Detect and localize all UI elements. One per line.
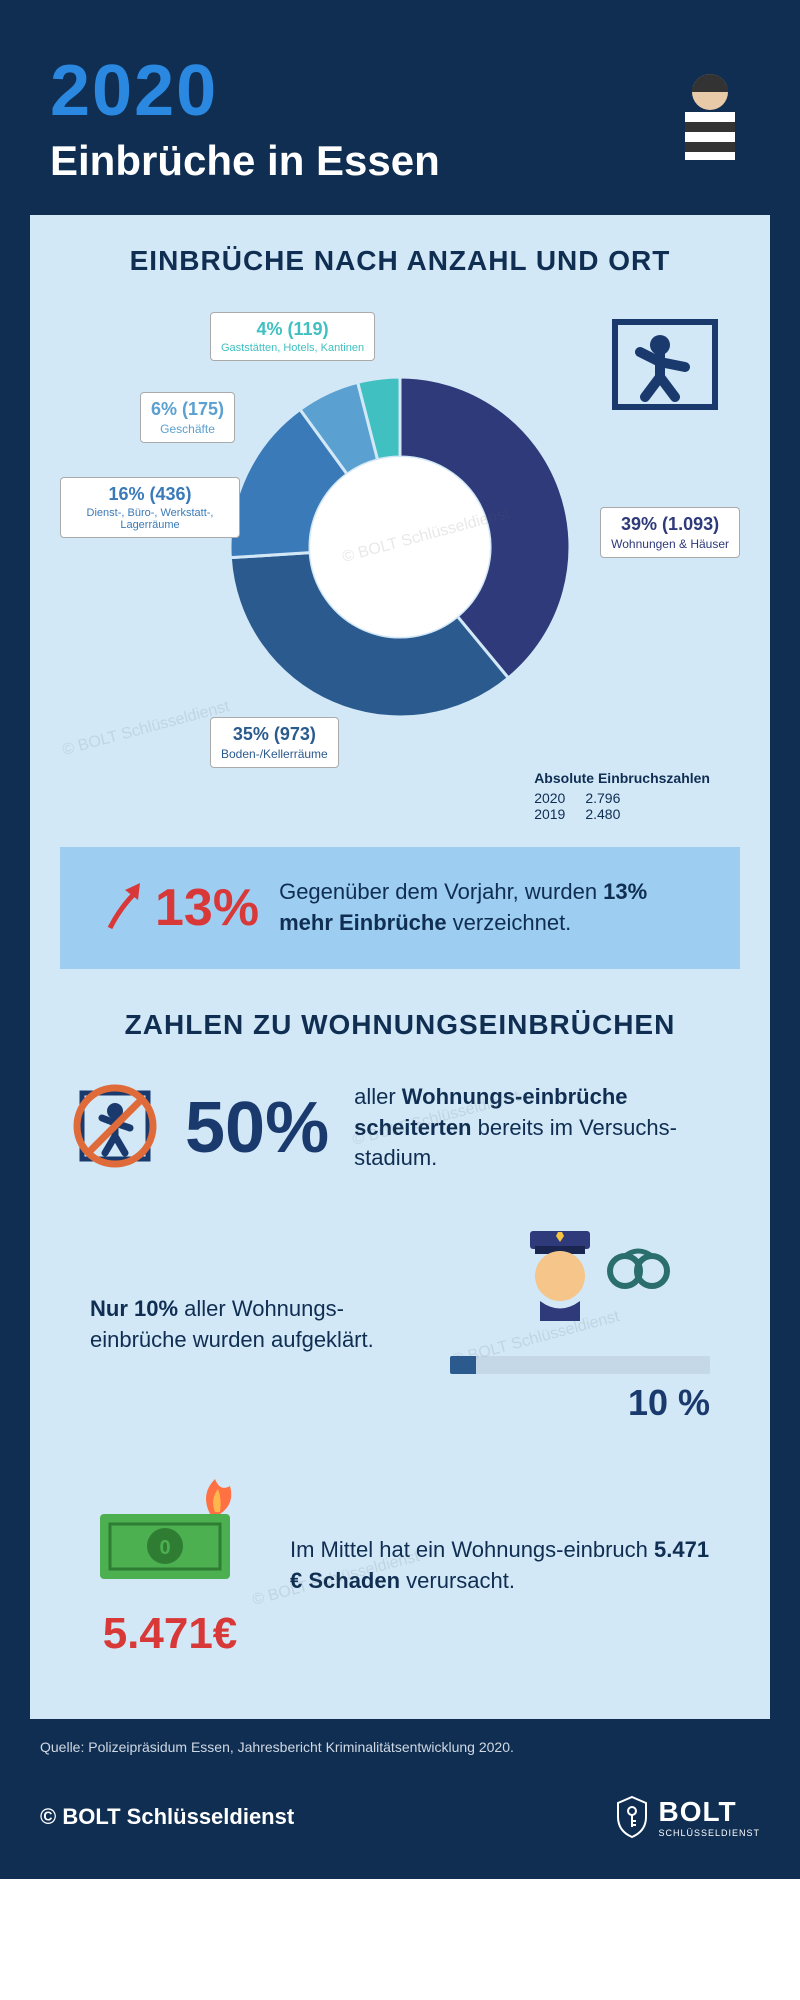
progress-fill <box>450 1356 476 1374</box>
infographic-page: 2020 Einbrüche in Essen EINBRÜCHE NACH A… <box>0 0 800 1879</box>
section2-title: ZAHLEN ZU WOHNUNGSEINBRÜCHEN <box>60 1009 740 1041</box>
svg-text:0: 0 <box>159 1537 170 1559</box>
donut-label-2: 16% (436) Dienst-, Büro-, Werkstatt-, La… <box>60 477 240 538</box>
source-text: Quelle: Polizeipräsidum Essen, Jahresber… <box>0 1719 800 1775</box>
donut-label-3-text: Geschäfte <box>151 422 224 436</box>
stat-money: 0 5.471€ Im Mittel hat ein Wohnungs-einb… <box>90 1474 710 1659</box>
donut-chart <box>220 367 580 727</box>
progress-bar <box>450 1356 710 1374</box>
callout-pct: 13% <box>100 878 259 938</box>
money-icon-group: 0 5.471€ <box>90 1474 250 1659</box>
money-amount: 5.471€ <box>90 1609 250 1659</box>
donut-label-3: 6% (175) Geschäfte <box>140 392 235 443</box>
absolute-row-0: 2020 2.796 <box>534 790 710 806</box>
window-escape-icon <box>610 317 720 417</box>
donut-label-1: 35% (973) Boden-/Kellerräume <box>210 717 339 768</box>
donut-label-2-text: Dienst-, Büro-, Werkstatt-, Lagerräume <box>71 507 229 531</box>
police-group: 10 % <box>450 1226 710 1424</box>
stat-50pct: 50% aller Wohnungs-einbrüche scheiterten… <box>70 1081 730 1176</box>
logo-text: BOLT <box>658 1796 760 1828</box>
donut-label-0-text: Wohnungen & Häuser <box>611 537 729 551</box>
header: 2020 Einbrüche in Essen <box>0 0 800 215</box>
donut-chart-area: 39% (1.093) Wohnungen & Häuser 35% (973)… <box>60 307 740 827</box>
donut-label-4-text: Gaststätten, Hotels, Kantinen <box>221 342 364 354</box>
year: 2020 <box>50 50 750 132</box>
stat-10-value: 10 % <box>450 1382 710 1424</box>
donut-label-4: 4% (119) Gaststätten, Hotels, Kantinen <box>210 312 375 361</box>
logo-subtext: SCHLÜSSELDIENST <box>658 1828 760 1838</box>
stat-50-value: 50% <box>185 1087 329 1169</box>
stat-50-text: aller Wohnungs-einbrüche scheiterten ber… <box>354 1082 730 1174</box>
no-entry-icon <box>70 1081 160 1176</box>
absolute-row-1: 2019 2.480 <box>534 806 710 822</box>
stat-10pct: Nur 10% aller Wohnungs-einbrüche wurden … <box>90 1226 710 1424</box>
police-icon <box>480 1226 680 1336</box>
donut-label-0: 39% (1.093) Wohnungen & Häuser <box>600 507 740 558</box>
burglar-icon <box>670 70 750 165</box>
footer: © BOLT Schlüsseldienst BOLT SCHLÜSSELDIE… <box>0 1775 800 1879</box>
donut-label-1-text: Boden-/Kellerräume <box>221 747 328 761</box>
stat-10-text: Nur 10% aller Wohnungs-einbrüche wurden … <box>90 1294 410 1356</box>
callout-13pct: 13% Gegenüber dem Vorjahr, wurden 13% me… <box>60 847 740 969</box>
page-title: Einbrüche in Essen <box>50 137 750 185</box>
logo: BOLT SCHLÜSSELDIENST <box>614 1795 760 1839</box>
section1-title: EINBRÜCHE NACH ANZAHL UND ORT <box>60 245 740 277</box>
money-fire-icon: 0 <box>90 1474 250 1594</box>
copyright: © BOLT Schlüsseldienst <box>40 1804 294 1830</box>
absolute-title: Absolute Einbruchszahlen <box>534 770 710 786</box>
absolute-numbers: Absolute Einbruchszahlen 2020 2.796 2019… <box>534 770 710 822</box>
content-area: EINBRÜCHE NACH ANZAHL UND ORT 39% (1.093… <box>30 215 770 1719</box>
logo-shield-icon <box>614 1795 650 1839</box>
money-text: Im Mittel hat ein Wohnungs-einbruch 5.47… <box>290 1535 710 1597</box>
callout-text: Gegenüber dem Vorjahr, wurden 13% mehr E… <box>279 877 700 939</box>
